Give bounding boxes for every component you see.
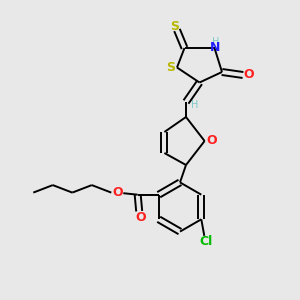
Text: H: H [191,100,199,110]
Text: S: S [166,61,175,74]
Text: O: O [243,68,254,82]
Text: H: H [212,37,219,47]
Text: N: N [210,40,220,54]
Text: O: O [206,134,217,148]
Text: O: O [112,186,123,199]
Text: S: S [170,20,179,34]
Text: Cl: Cl [199,235,212,248]
Text: O: O [135,211,146,224]
